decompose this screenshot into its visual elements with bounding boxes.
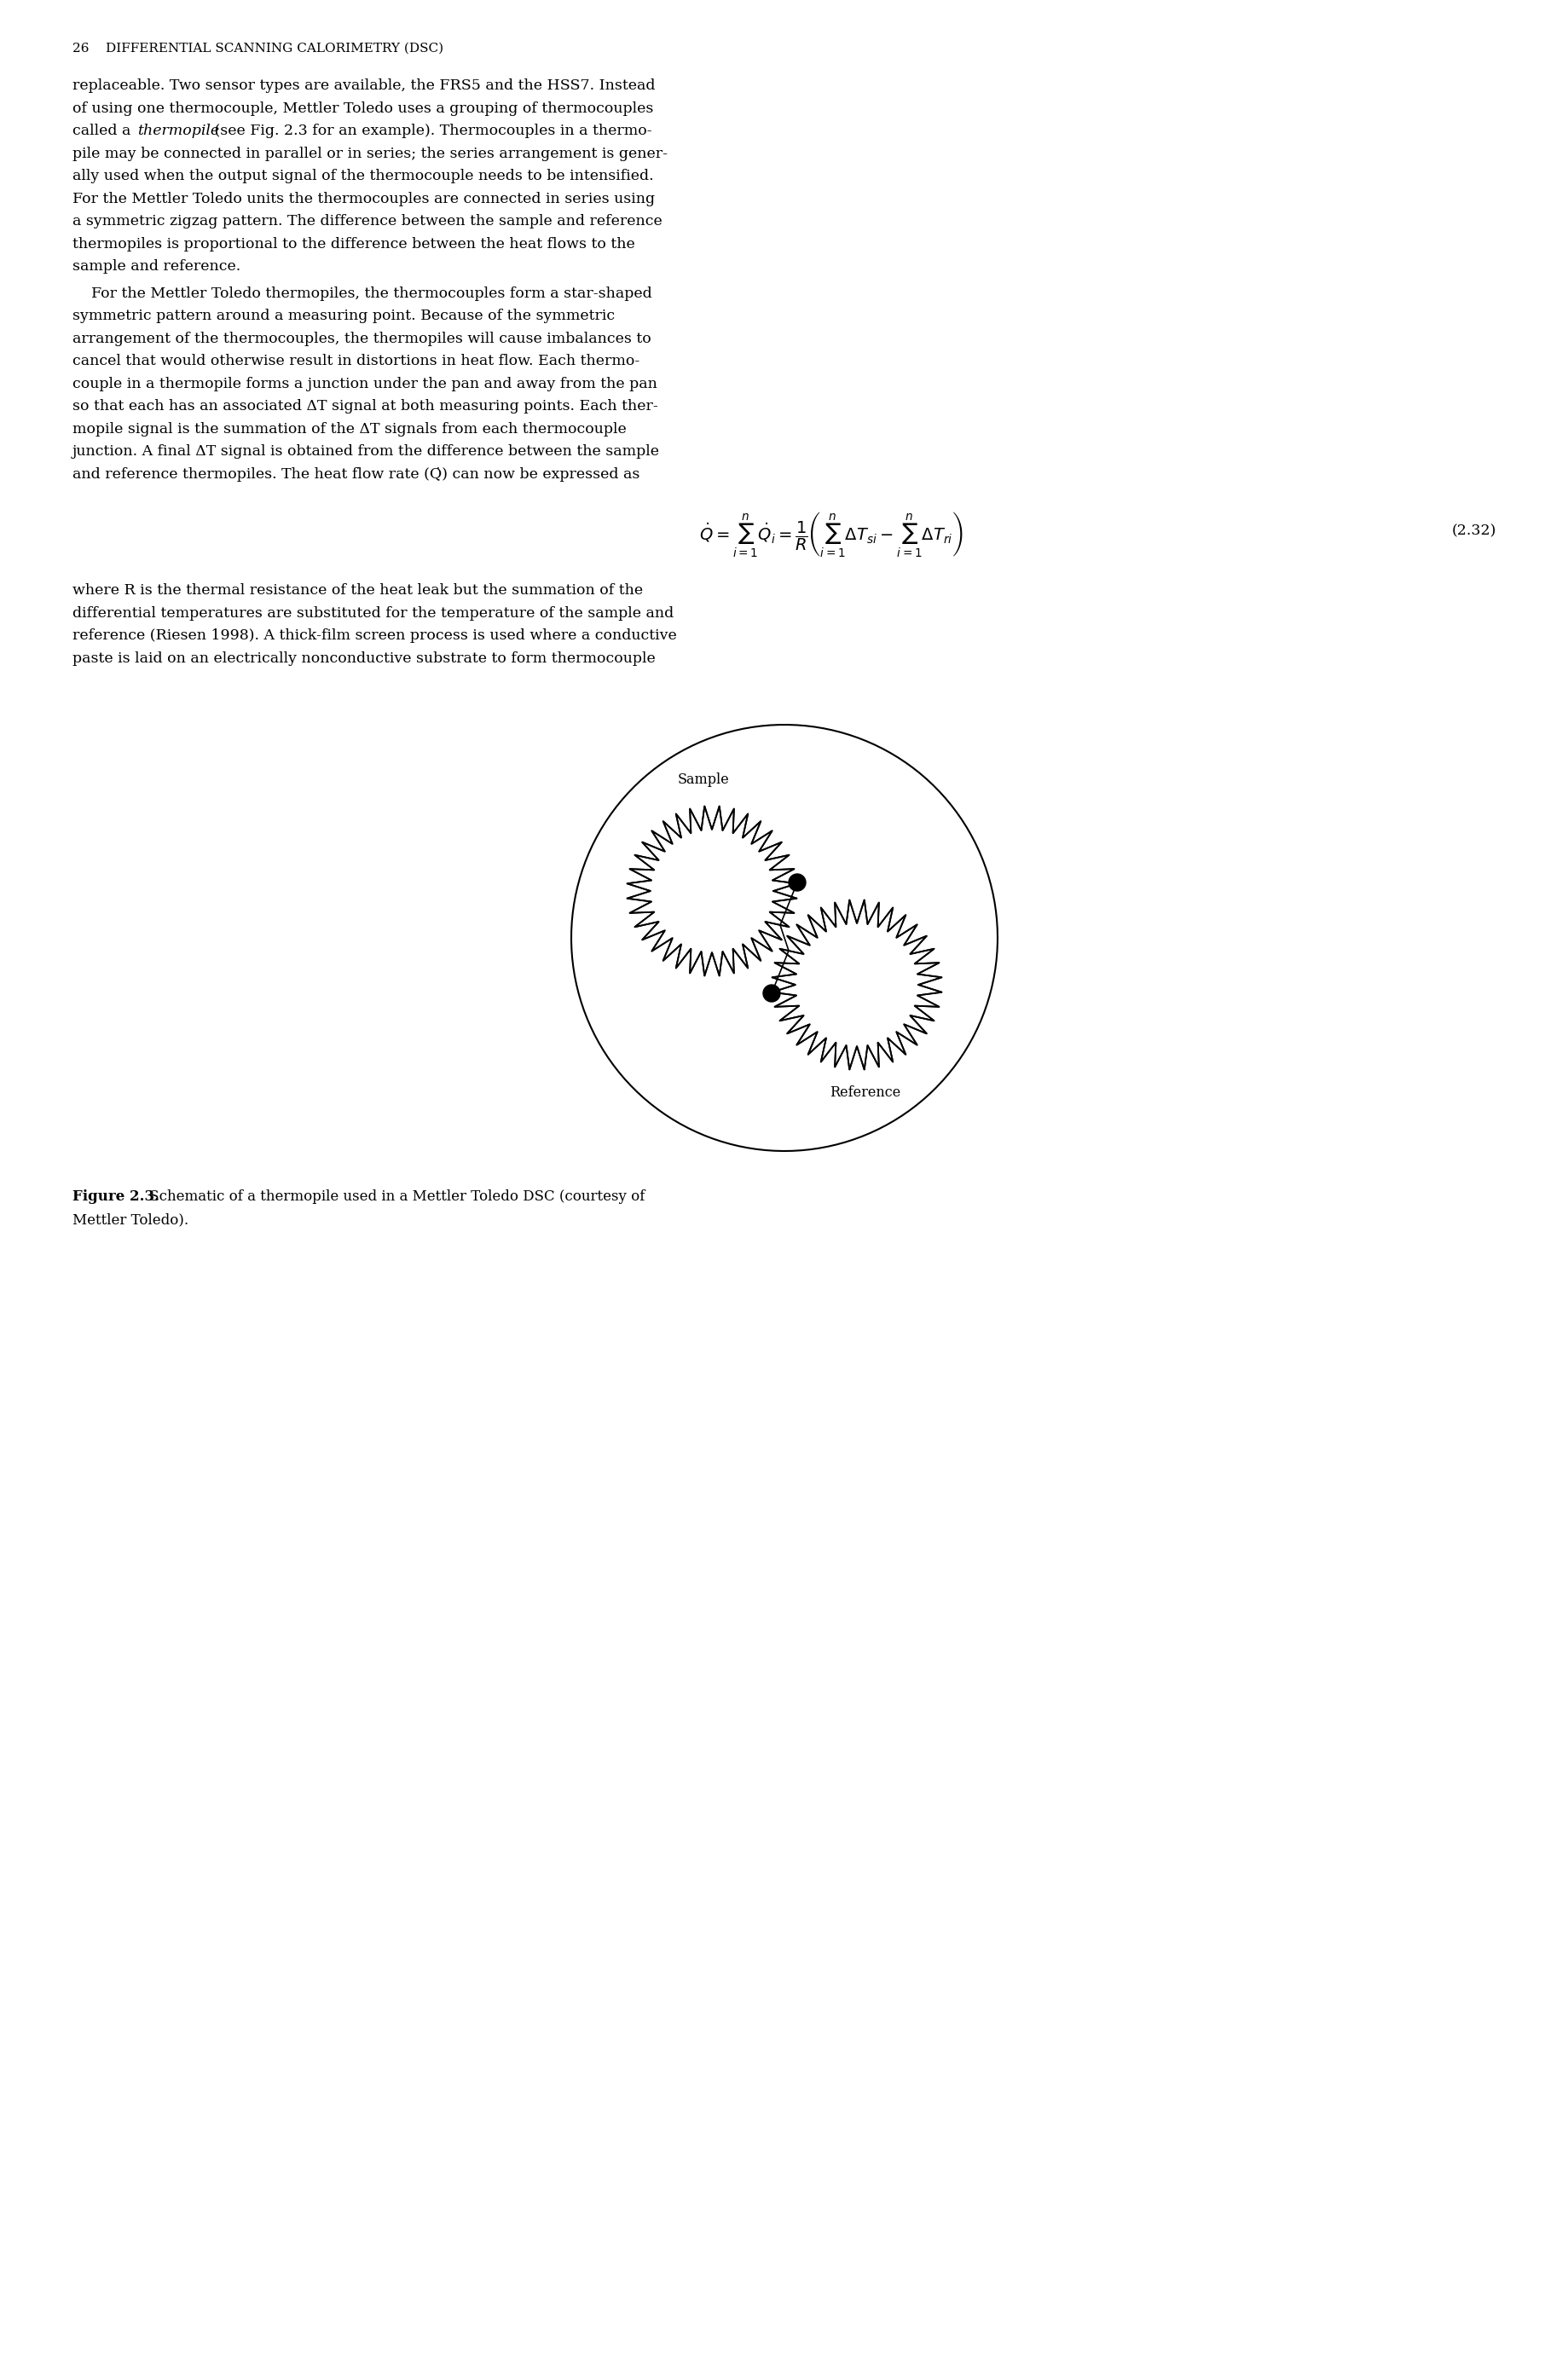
Text: Reference: Reference <box>829 1086 900 1100</box>
Text: (2.32): (2.32) <box>1450 523 1496 537</box>
Text: 26    DIFFERENTIAL SCANNING CALORIMETRY (DSC): 26 DIFFERENTIAL SCANNING CALORIMETRY (DS… <box>72 43 444 54</box>
Text: pile may be connected in parallel or in series; the series arrangement is gener-: pile may be connected in parallel or in … <box>72 147 668 161</box>
Text: symmetric pattern around a measuring point. Because of the symmetric: symmetric pattern around a measuring poi… <box>72 308 615 324</box>
Text: replaceable. Two sensor types are available, the FRS5 and the HSS7. Instead: replaceable. Two sensor types are availa… <box>72 78 655 92</box>
Text: Schematic of a thermopile used in a Mettler Toledo DSC (courtesy of: Schematic of a thermopile used in a Mett… <box>144 1190 644 1204</box>
Text: so that each has an associated ΔT signal at both measuring points. Each ther-: so that each has an associated ΔT signal… <box>72 400 657 414</box>
Text: sample and reference.: sample and reference. <box>72 260 240 274</box>
Text: For the Mettler Toledo units the thermocouples are connected in series using: For the Mettler Toledo units the thermoc… <box>72 192 654 206</box>
Text: a symmetric zigzag pattern. The difference between the sample and reference: a symmetric zigzag pattern. The differen… <box>72 213 662 230</box>
Polygon shape <box>771 899 941 1069</box>
Text: of using one thermocouple, Mettler Toledo uses a grouping of thermocouples: of using one thermocouple, Mettler Toled… <box>72 102 654 116</box>
Text: Mettler Toledo).: Mettler Toledo). <box>72 1211 188 1228</box>
Text: called a: called a <box>72 123 135 137</box>
Text: reference (Riesen 1998). A thick-film screen process is used where a conductive: reference (Riesen 1998). A thick-film sc… <box>72 629 676 644</box>
Text: ally used when the output signal of the thermocouple needs to be intensified.: ally used when the output signal of the … <box>72 168 654 182</box>
Text: paste is laid on an electrically nonconductive substrate to form thermocouple: paste is laid on an electrically noncond… <box>72 651 655 665</box>
Text: Sample: Sample <box>677 771 729 788</box>
Polygon shape <box>627 807 797 975</box>
Text: junction. A final ΔT signal is obtained from the difference between the sample: junction. A final ΔT signal is obtained … <box>72 445 660 459</box>
Text: arrangement of the thermocouples, the thermopiles will cause imbalances to: arrangement of the thermocouples, the th… <box>72 331 651 345</box>
Text: (see Fig. 2.3 for an example). Thermocouples in a thermo-: (see Fig. 2.3 for an example). Thermocou… <box>210 123 652 137</box>
Text: differential temperatures are substituted for the temperature of the sample and: differential temperatures are substitute… <box>72 606 673 620</box>
Text: For the Mettler Toledo thermopiles, the thermocouples form a star-shaped: For the Mettler Toledo thermopiles, the … <box>72 286 652 300</box>
Text: mopile signal is the summation of the ΔT signals from each thermocouple: mopile signal is the summation of the ΔT… <box>72 421 626 435</box>
Text: cancel that would otherwise result in distortions in heat flow. Each thermo-: cancel that would otherwise result in di… <box>72 355 640 369</box>
Text: couple in a thermopile forms a junction under the pan and away from the pan: couple in a thermopile forms a junction … <box>72 376 657 390</box>
Text: where R is the thermal resistance of the heat leak but the summation of the: where R is the thermal resistance of the… <box>72 582 643 599</box>
Text: thermopiles is proportional to the difference between the heat flows to the: thermopiles is proportional to the diffe… <box>72 237 635 251</box>
Text: $\dot{Q} = \sum_{i=1}^{n}\dot{Q}_i = \dfrac{1}{R}\left(\sum_{i=1}^{n}\Delta T_{s: $\dot{Q} = \sum_{i=1}^{n}\dot{Q}_i = \df… <box>699 511 963 558</box>
Circle shape <box>762 984 779 1001</box>
Text: Figure 2.3.: Figure 2.3. <box>72 1190 160 1204</box>
Text: and reference thermopiles. The heat flow rate (Q̇) can now be expressed as: and reference thermopiles. The heat flow… <box>72 466 640 480</box>
Circle shape <box>789 873 806 892</box>
Text: thermopile: thermopile <box>138 123 220 137</box>
